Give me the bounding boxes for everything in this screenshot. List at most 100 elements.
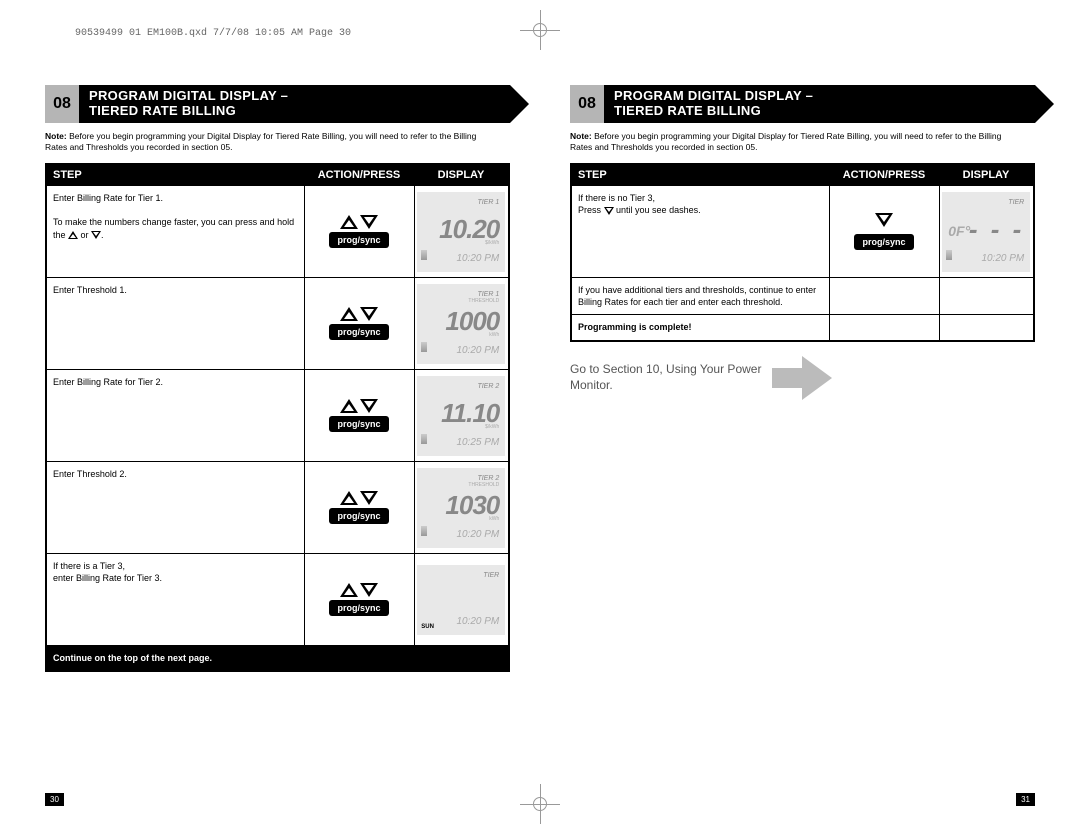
lcd-sun: SUN [421, 623, 434, 631]
table-row: Programming is complete! [571, 315, 1034, 341]
page-number: 30 [45, 793, 64, 806]
step-cell: Enter Billing Rate for Tier 2. [46, 370, 304, 462]
progsync-button: prog/sync [329, 508, 388, 524]
updown-icon [340, 307, 378, 321]
lcd-ft: 0F° [948, 222, 970, 241]
action-cell [829, 315, 939, 341]
step-text3: until you see dashes. [616, 205, 701, 215]
section-header: 08 PROGRAM DIGITAL DISPLAY – TIERED RATE… [570, 85, 1035, 123]
lcd-unit: $/kWh [485, 424, 499, 431]
step-text: If there is no Tier 3, [578, 193, 655, 203]
step-cell: Enter Billing Rate for Tier 1. To make t… [46, 186, 304, 278]
page-30: 08 PROGRAM DIGITAL DISPLAY – TIERED RATE… [0, 0, 540, 834]
note-body: Before you begin programming your Digita… [570, 131, 1001, 152]
action-cell: prog/sync [304, 370, 414, 462]
lcd-value: - - - [969, 212, 1024, 247]
note-body: Before you begin programming your Digita… [45, 131, 476, 152]
step-cell: Enter Threshold 2. [46, 462, 304, 554]
col-step: STEP [571, 164, 829, 186]
lcd-preview: TIER 10:20 PM SUN [417, 565, 505, 635]
lcd-time: 10:25 PM [456, 436, 499, 450]
action-cell: prog/sync [304, 186, 414, 278]
section-number: 08 [570, 85, 604, 123]
table-row: Enter Threshold 1. prog/sync TIER 1 THRE… [46, 278, 509, 370]
col-action: ACTION/PRESS [304, 164, 414, 186]
note-text: Note: Before you begin programming your … [570, 131, 1035, 153]
goto-text: Go to Section 10, Using Your Power Monit… [570, 362, 770, 393]
action-cell: prog/sync [304, 278, 414, 370]
table-row: Enter Billing Rate for Tier 1. To make t… [46, 186, 509, 278]
note-label: Note: [45, 131, 67, 141]
lcd-preview: TIER 1 THRESHOLD 1000 kWh 10:20 PM [417, 284, 505, 364]
step-suffix: . [101, 230, 104, 240]
steps-table-left: STEP ACTION/PRESS DISPLAY Enter Billing … [45, 163, 510, 672]
step-text2: Press [578, 205, 604, 215]
lcd-bar [421, 342, 427, 352]
lcd-time: 10:20 PM [981, 252, 1024, 266]
page-31: 08 PROGRAM DIGITAL DISPLAY – TIERED RATE… [540, 0, 1080, 834]
table-row: Enter Billing Rate for Tier 2. prog/sync… [46, 370, 509, 462]
step-extra: To make the numbers change faster, you c… [53, 217, 294, 239]
updown-icon [340, 215, 378, 229]
table-row: If there is a Tier 3, enter Billing Rate… [46, 554, 509, 646]
arrow-right-icon [802, 356, 832, 400]
lcd-tier: TIER [483, 571, 499, 580]
lcd-bar [421, 250, 427, 260]
lcd-preview: TIER 0F° - - - 10:20 PM [942, 192, 1030, 272]
section-title-line2: TIERED RATE BILLING [614, 104, 1025, 119]
progsync-button: prog/sync [329, 232, 388, 248]
action-cell: prog/sync [304, 554, 414, 646]
display-cell [939, 278, 1034, 315]
step-cell: Programming is complete! [571, 315, 829, 341]
lcd-time: 10:20 PM [456, 252, 499, 266]
updown-icon [340, 491, 378, 505]
lcd-unit: kWh [489, 332, 499, 339]
step-text: Enter Billing Rate for Tier 1. [53, 193, 163, 203]
section-title: PROGRAM DIGITAL DISPLAY – TIERED RATE BI… [604, 85, 1035, 123]
lcd-unit: kWh [489, 516, 499, 523]
col-step: STEP [46, 164, 304, 186]
lcd-time: 10:20 PM [456, 528, 499, 542]
action-cell [829, 278, 939, 315]
section-header: 08 PROGRAM DIGITAL DISPLAY – TIERED RATE… [45, 85, 510, 123]
progsync-button: prog/sync [329, 416, 388, 432]
goto-callout: Go to Section 10, Using Your Power Monit… [570, 356, 1035, 400]
table-row: Enter Threshold 2. prog/sync TIER 2 THRE… [46, 462, 509, 554]
col-display: DISPLAY [939, 164, 1034, 186]
lcd-time: 10:20 PM [456, 615, 499, 629]
updown-icon [340, 399, 378, 413]
steps-table-right: STEP ACTION/PRESS DISPLAY If there is no… [570, 163, 1035, 341]
lcd-time: 10:20 PM [456, 344, 499, 358]
lcd-preview: TIER 2 11.10 $/kWh 10:25 PM [417, 376, 505, 456]
step-cell: If there is a Tier 3, enter Billing Rate… [46, 554, 304, 646]
display-cell: TIER 1 10.20 $/kWh 10:20 PM [414, 186, 509, 278]
page-number: 31 [1016, 793, 1035, 806]
down-icon [604, 207, 614, 215]
down-icon [91, 231, 101, 239]
page-spread: 90539499 01 EM100B.qxd 7/7/08 10:05 AM P… [0, 0, 1080, 834]
action-cell: prog/sync [304, 462, 414, 554]
up-icon [68, 231, 78, 239]
lcd-unit: $/kWh [485, 240, 499, 247]
section-title-line2: TIERED RATE BILLING [89, 104, 500, 119]
lcd-tier: TIER 1 [477, 198, 499, 207]
lcd-bar [946, 250, 952, 260]
lcd-tier: TIER 2 [477, 382, 499, 391]
table-row: If there is no Tier 3, Press until you s… [571, 186, 1034, 278]
lcd-tier: TIER [1008, 198, 1024, 207]
progsync-button: prog/sync [329, 600, 388, 616]
section-title-line1: PROGRAM DIGITAL DISPLAY – [614, 89, 1025, 104]
progsync-button: prog/sync [854, 234, 913, 250]
updown-icon [340, 583, 378, 597]
note-label: Note: [570, 131, 592, 141]
lcd-preview: TIER 1 10.20 $/kWh 10:20 PM [417, 192, 505, 272]
footer-text: Continue on the top of the next page. [46, 646, 509, 672]
table-header-row: STEP ACTION/PRESS DISPLAY [46, 164, 509, 186]
step-cell: If there is no Tier 3, Press until you s… [571, 186, 829, 278]
section-title-line1: PROGRAM DIGITAL DISPLAY – [89, 89, 500, 104]
section-number: 08 [45, 85, 79, 123]
step-bold: Programming is complete! [578, 322, 692, 332]
col-action: ACTION/PRESS [829, 164, 939, 186]
table-footer: Continue on the top of the next page. [46, 646, 509, 672]
display-cell: TIER 0F° - - - 10:20 PM [939, 186, 1034, 278]
